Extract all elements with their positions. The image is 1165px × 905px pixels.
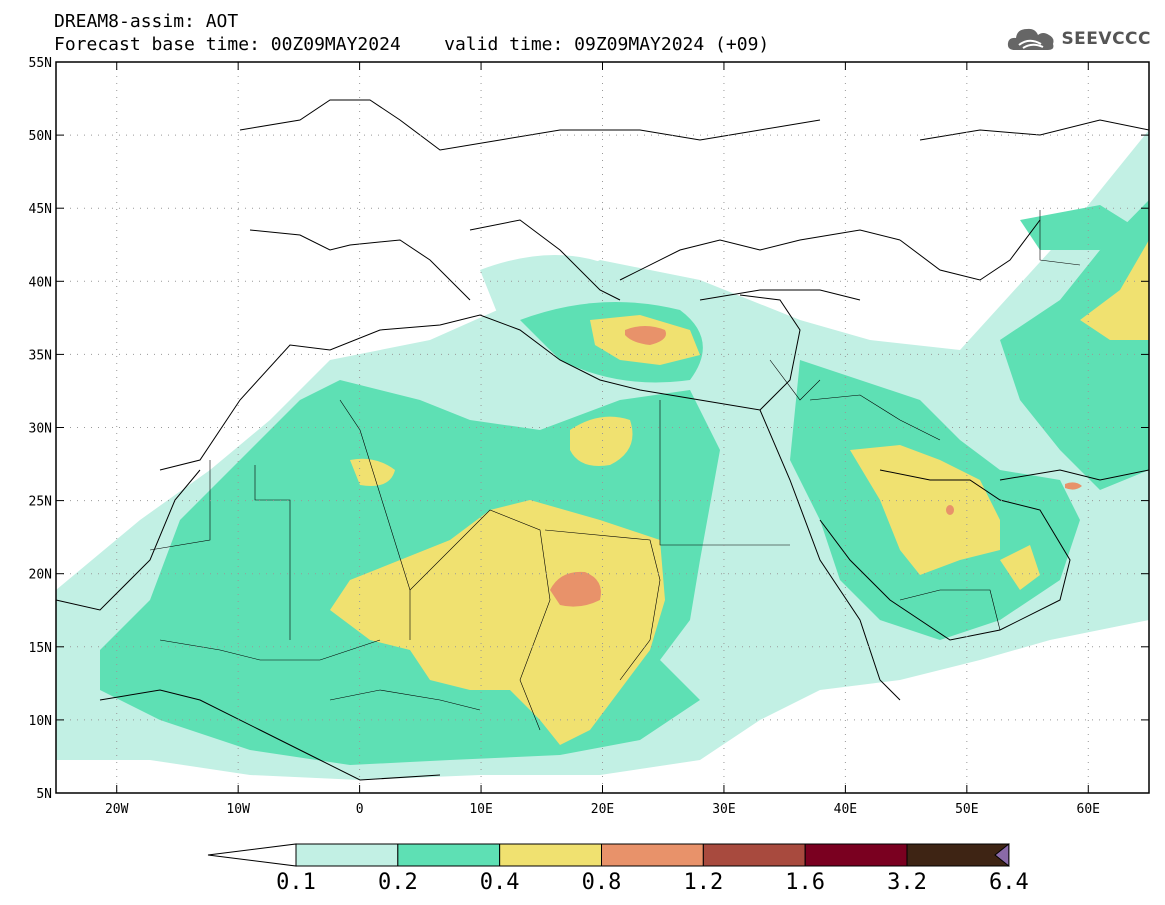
lon-tick-label: 20W	[105, 802, 129, 817]
colorbar-label: 1.6	[785, 870, 825, 895]
lat-tick-label: 40N	[29, 275, 52, 290]
colorbar-swatch	[804, 843, 908, 867]
lon-tick-label: 0	[356, 802, 364, 817]
colorbar-under-arrow	[207, 843, 297, 867]
lat-tick-label: 30N	[29, 422, 52, 437]
colorbar-label: 0.4	[480, 870, 520, 895]
colorbar-label: 0.1	[276, 870, 316, 895]
seevccc-logo: SEEVCCC	[1005, 24, 1151, 54]
lat-tick-label: 15N	[29, 641, 52, 656]
lat-tick-label: 25N	[29, 495, 52, 510]
colorbar-swatch	[601, 843, 704, 867]
colorbar-swatch	[499, 843, 602, 867]
lon-tick-label: 10E	[469, 802, 492, 817]
lat-tick-label: 20N	[29, 568, 52, 583]
colorbar-label: 6.4	[989, 870, 1029, 895]
lon-tick-label: 10W	[226, 802, 250, 817]
chart-subtitle: Forecast base time: 00Z09MAY2024 valid t…	[54, 34, 770, 55]
aot-0.8-1.2-field	[550, 326, 1082, 607]
lon-tick-label: 50E	[955, 802, 978, 817]
lat-tick-label: 35N	[29, 348, 52, 363]
colorbar-label: 1.2	[683, 870, 723, 895]
lat-tick-label: 55N	[29, 56, 52, 71]
colorbar-swatch	[906, 843, 1010, 867]
colorbar: 0.1 0.2 0.4 0.8 1.2 1.6 3.2 6.4	[207, 842, 1029, 895]
coastlines	[55, 99, 1150, 781]
colorbar-swatch	[397, 843, 501, 867]
colorbar-label: 0.8	[582, 870, 622, 895]
chart-title: DREAM8-assim: AOT	[54, 11, 239, 32]
lat-tick-label: 50N	[29, 129, 52, 144]
logo-text: SEEVCCC	[1061, 29, 1151, 49]
cloud-icon	[1008, 28, 1054, 50]
lon-tick-label: 20E	[591, 802, 614, 817]
lat-tick-label: 5N	[36, 787, 52, 802]
axis-ticks: 20W 10W 0 10E 20E 30E 40E 50E 60E 5N 10N 15N 20N 25N 3…	[29, 56, 1149, 817]
graticule	[56, 62, 1149, 793]
colorbar-swatch	[295, 843, 399, 867]
colorbar-label: 0.2	[378, 870, 418, 895]
lat-tick-label: 45N	[29, 202, 52, 217]
lat-tick-label: 10N	[29, 714, 52, 729]
lon-tick-label: 40E	[834, 802, 857, 817]
country-borders	[149, 210, 1081, 731]
lon-tick-label: 60E	[1077, 802, 1100, 817]
colorbar-label: 3.2	[887, 870, 927, 895]
colorbar-over-arrow	[994, 842, 1010, 868]
colorbar-swatch	[702, 843, 806, 867]
lon-tick-label: 30E	[712, 802, 735, 817]
